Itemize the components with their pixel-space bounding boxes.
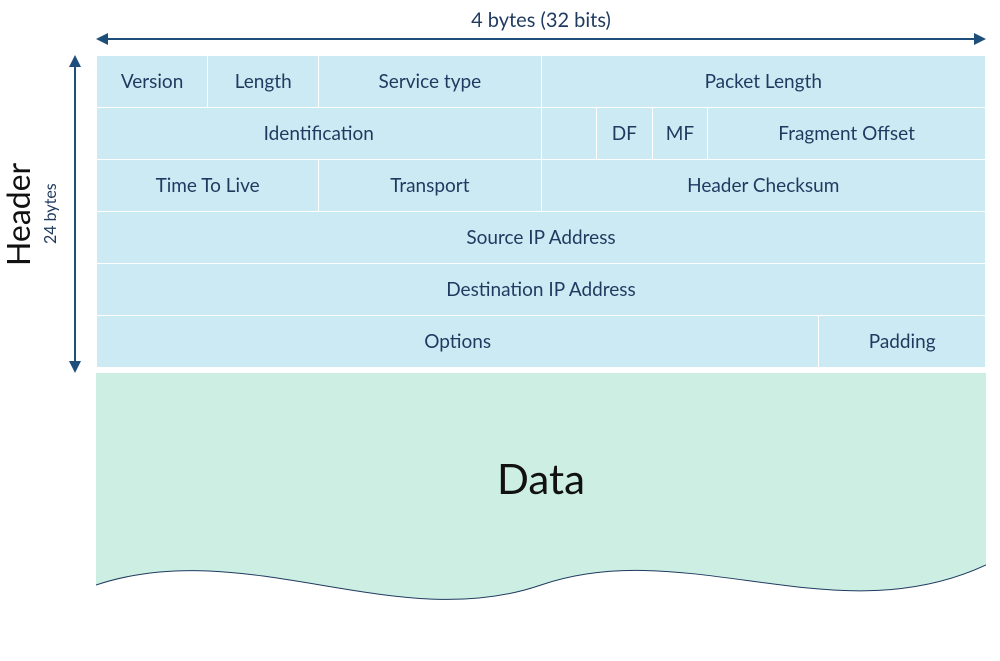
header-field: Length	[208, 56, 319, 108]
width-arrow-line	[104, 38, 978, 40]
header-field: Version	[97, 56, 208, 108]
header-field: Destination IP Address	[97, 264, 986, 316]
header-field: DF	[597, 108, 653, 160]
data-label: Data	[96, 453, 986, 503]
table-row: Time To LiveTransportHeader Checksum	[97, 160, 986, 212]
header-big-label: Header	[0, 55, 36, 373]
wave-icon	[96, 525, 986, 643]
table-row: OptionsPadding	[97, 316, 986, 368]
arrow-up-icon	[69, 55, 81, 67]
table-row: VersionLengthService typePacket Length	[97, 56, 986, 108]
header-field: Padding	[819, 316, 986, 368]
header-small-label: 24 bytes	[40, 55, 62, 373]
width-label: 4 bytes (32 bits)	[96, 8, 986, 32]
header-field: Options	[97, 316, 819, 368]
data-section: Data	[96, 373, 986, 643]
header-field: Source IP Address	[97, 212, 986, 264]
arrow-down-icon	[69, 361, 81, 373]
table-row: Source IP Address	[97, 212, 986, 264]
height-arrow-line	[74, 63, 76, 365]
header-height-dimension: Header 24 bytes	[0, 55, 90, 373]
header-field: Header Checksum	[541, 160, 986, 212]
table-row: Identification DFMFFragment Offset	[97, 108, 986, 160]
header-field: Service type	[319, 56, 541, 108]
header-table-wrap: VersionLengthService typePacket LengthId…	[96, 55, 986, 368]
arrow-right-icon	[974, 33, 986, 45]
header-field: Packet Length	[541, 56, 986, 108]
arrow-left-icon	[96, 33, 108, 45]
header-field: Transport	[319, 160, 541, 212]
width-dimension: 4 bytes (32 bits)	[96, 8, 986, 48]
table-row: Destination IP Address	[97, 264, 986, 316]
header-table: VersionLengthService typePacket LengthId…	[96, 55, 986, 368]
ip-header-diagram: 4 bytes (32 bits) Header 24 bytes Versio…	[0, 0, 1000, 661]
header-field: Fragment Offset	[708, 108, 986, 160]
header-field	[541, 108, 597, 160]
header-field: Time To Live	[97, 160, 319, 212]
header-field: Identification	[97, 108, 542, 160]
header-field: MF	[652, 108, 708, 160]
